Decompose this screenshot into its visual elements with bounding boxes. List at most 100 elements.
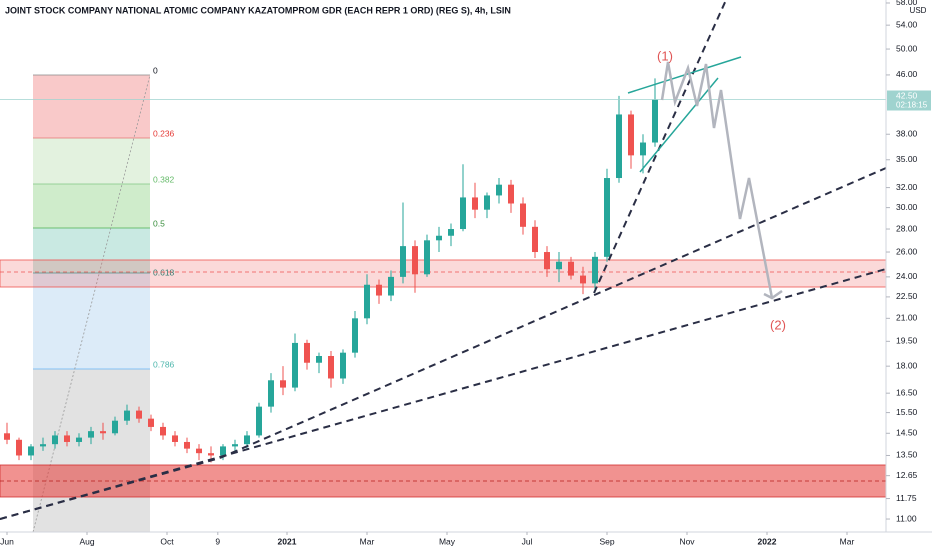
fib-label: 0.382 (153, 174, 175, 184)
candle-body (64, 435, 70, 442)
candle-body (460, 197, 466, 230)
candle-body (328, 355, 334, 379)
x-tick-label: Mar (360, 536, 375, 546)
fib-zone (33, 228, 150, 273)
y-tick-label: 21.00 (896, 313, 918, 323)
x-tick-label: Nov (679, 536, 695, 546)
fib-retracement: 0 0.236 0.382 0.5 0.618 0.786 (32, 65, 175, 533)
y-tick-label: 11.00 (896, 513, 917, 523)
fib-label: 0.786 (153, 359, 175, 369)
candle-body (376, 284, 382, 296)
countdown: 02:18:15 (896, 101, 928, 110)
fib-label: 0 (153, 65, 158, 75)
x-tick-label: Jul (522, 536, 533, 546)
y-tick-label: 11.75 (896, 493, 917, 503)
x-tick-label: Mar (840, 536, 855, 546)
y-tick-label: 15.50 (896, 407, 918, 417)
candle-body (592, 256, 598, 284)
candle-body (448, 229, 454, 236)
candle-body (76, 437, 82, 442)
candle-body (628, 114, 634, 156)
trend-line (0, 457, 221, 520)
candle-body (352, 318, 358, 353)
x-tick-label: 2021 (278, 536, 297, 546)
last-price-box (887, 90, 931, 111)
candle-body (556, 261, 562, 270)
candle-body (640, 142, 646, 156)
candle-body (496, 184, 502, 196)
candle-body (256, 406, 262, 436)
candle-body (244, 435, 250, 445)
candle-body (412, 246, 418, 275)
candle-body (604, 178, 610, 257)
drawings: (1) (2) (0, 0, 887, 520)
y-tick-label: 26.00 (896, 246, 918, 256)
y-tick-label: 50.00 (896, 43, 918, 53)
last-price-label: 42.50 (896, 91, 918, 101)
y-tick-label: 13.50 (896, 450, 918, 460)
y-tick-label: 30.00 (896, 202, 918, 212)
candle-body (220, 446, 226, 456)
resistance-zone (0, 259, 887, 288)
fib-label: 0.5 (153, 218, 165, 228)
candle-body (340, 352, 346, 379)
trend-line (0, 268, 887, 520)
candle-body (508, 184, 514, 204)
projection-path (660, 61, 774, 299)
fib-zone (33, 75, 150, 138)
y-tick-label: 35.00 (896, 154, 918, 164)
candle-body (364, 284, 370, 319)
candle-body (112, 420, 118, 434)
candle-body (196, 448, 202, 454)
annotation: (2) (770, 317, 786, 332)
candle-body (484, 195, 490, 210)
trend-line (593, 0, 727, 294)
candle-body (292, 342, 298, 388)
y-tick-label: 58.00 (896, 0, 918, 7)
fib-zone (33, 369, 150, 532)
candle-body (172, 435, 178, 442)
fib-trend (32, 74, 151, 533)
x-tick-label: 9 (215, 536, 220, 546)
candle-body (280, 380, 286, 388)
candle-body (232, 444, 238, 447)
candle-body (100, 431, 106, 434)
time-axis (0, 532, 932, 550)
candle-body (124, 410, 130, 421)
annotation: (1) (657, 48, 673, 63)
candle-body (400, 246, 406, 277)
candle-body (436, 235, 442, 241)
candle-body (40, 444, 46, 447)
y-tick-label: 14.50 (896, 428, 918, 438)
candle-body (388, 276, 394, 296)
candle-body (544, 252, 550, 270)
fib-zone (33, 138, 150, 184)
candle-body (652, 99, 658, 143)
candle-body (16, 439, 22, 456)
x-tick-label: 2022 (758, 536, 777, 546)
candle-body (28, 446, 34, 456)
candle-body (184, 441, 190, 449)
candle-body (616, 114, 622, 179)
y-tick-label: 46.00 (896, 69, 918, 79)
y-tick-label: 28.00 (896, 223, 918, 233)
candle-body (424, 240, 430, 275)
y-tick-label: 22.50 (896, 291, 918, 301)
candle-body (88, 431, 94, 438)
y-tick-label: 18.00 (896, 360, 918, 370)
candle-body (268, 380, 274, 407)
fib-zone (33, 273, 150, 369)
projection-arrow (763, 289, 783, 300)
y-tick-label: 12.65 (896, 470, 918, 480)
y-tick-label: 16.50 (896, 387, 918, 397)
x-tick-label: Aug (79, 536, 94, 546)
chart-title: JOINT STOCK COMPANY NATIONAL ATOMIC COMP… (5, 5, 511, 15)
y-tick-label: 38.00 (896, 128, 918, 138)
x-tick-label: Oct (160, 536, 174, 546)
candle-body (160, 426, 166, 436)
y-tick-label: 54.00 (896, 19, 918, 29)
wedge-line (639, 77, 719, 173)
